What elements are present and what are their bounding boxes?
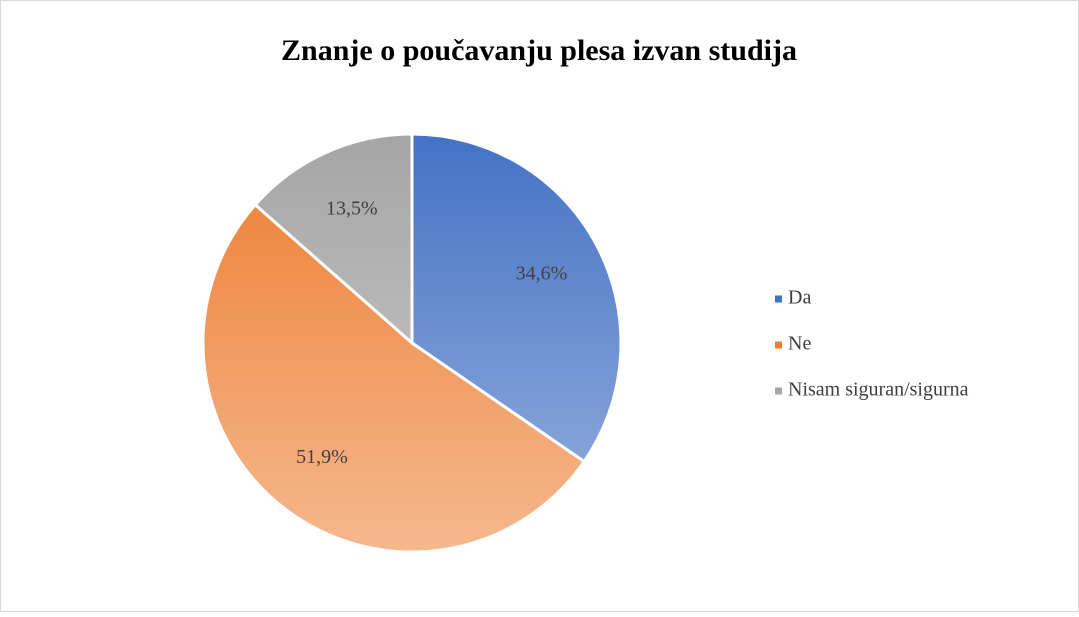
legend-swatch [775,295,782,303]
chart-title: Znanje o poučavanju plesa izvan studija [281,34,797,67]
legend-label: Da [788,287,811,309]
data-label: 13,5% [326,197,378,219]
pie-slice [253,132,414,347]
pie-slice [410,132,623,464]
pie-slice [201,202,587,554]
legend-swatch [775,387,782,395]
legend-label: Ne [788,333,811,355]
data-label: 51,9% [296,446,348,468]
legend-swatch [775,341,782,349]
legend-label: Nisam siguran/sigurna [788,379,969,401]
data-label: 34,6% [516,263,568,285]
